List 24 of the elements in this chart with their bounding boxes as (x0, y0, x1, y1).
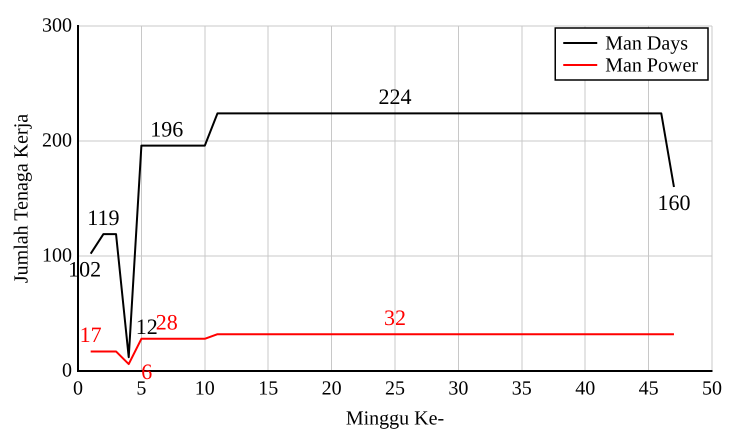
x-tick-label: 25 (385, 377, 405, 400)
data-label: 160 (657, 190, 690, 215)
x-tick-label: 50 (702, 377, 722, 400)
y-axis-title: Jumlah Tenaga Kerja (10, 114, 32, 284)
x-tick-label: 35 (512, 377, 532, 400)
legend-label: Man Days (605, 32, 688, 54)
x-tick-label: 10 (194, 377, 215, 400)
x-tick-label: 45 (638, 377, 659, 400)
data-label: 224 (378, 84, 412, 110)
x-tick-label: 40 (575, 377, 596, 400)
x-axis-title: Minggu Ke- (346, 407, 444, 430)
data-label: 196 (150, 116, 184, 142)
data-label: 32 (384, 304, 406, 330)
x-tick-label: 20 (322, 377, 342, 400)
data-label: 28 (156, 310, 178, 335)
x-tick-label: 15 (258, 377, 278, 400)
data-label: 119 (87, 204, 120, 230)
y-tick-label: 0 (62, 359, 72, 382)
x-tick-label: 30 (448, 377, 468, 400)
data-label: 17 (80, 322, 102, 348)
y-tick-label: 200 (42, 129, 72, 152)
y-tick-label: 300 (42, 14, 72, 36)
legend-label: Man Power (605, 54, 698, 76)
data-label: 12 (136, 314, 158, 339)
